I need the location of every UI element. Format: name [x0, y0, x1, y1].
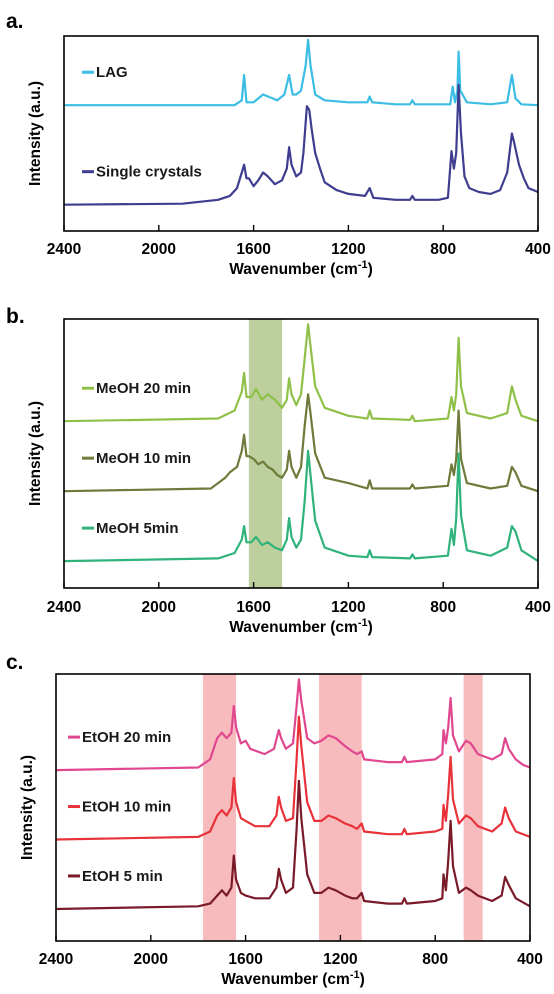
legend-label: EtOH 5 min: [82, 868, 163, 885]
x-tick-label: 400: [525, 599, 551, 616]
x-tick-label: 1600: [228, 951, 262, 968]
x-tick-label: 800: [422, 951, 448, 968]
x-axis-title: Wavenumber (cm-1): [229, 617, 373, 636]
series-line-1: [64, 38, 539, 107]
y-axis-title: Intensity (a.u.): [19, 755, 36, 860]
x-tick-label: 1200: [331, 241, 365, 258]
x-axis-title: Wavenumber (cm-1): [229, 259, 373, 278]
x-tick-label: 400: [517, 951, 543, 968]
series-line-2: [63, 393, 539, 493]
legend-label: MeOH 20 min: [96, 380, 191, 397]
x-tick-label: 800: [430, 599, 456, 616]
chart-panel-c: c. EtOH 20 min EtOH 10 min EtOH 5 min 2400 20…: [6, 651, 543, 988]
x-tick-label: 1600: [236, 599, 270, 616]
y-axis-title: Intensity (a.u.): [27, 81, 44, 186]
x-tick-label: 1200: [331, 599, 365, 616]
panel-letter: b.: [6, 305, 25, 328]
x-tick-label: 2400: [39, 951, 73, 968]
series-line-2: [63, 83, 539, 206]
plot-frame: [63, 318, 539, 589]
series-line-3: [63, 449, 539, 563]
plot-frame: [55, 673, 531, 942]
x-tick-label: 400: [525, 241, 551, 258]
legend-label: EtOH 20 min: [82, 729, 171, 746]
panel-letter: a.: [6, 10, 24, 33]
y-axis-title: Intensity (a.u.): [27, 401, 44, 506]
legend-label: LAG: [96, 64, 128, 81]
x-axis-title: Wavenumber (cm-1): [221, 969, 365, 988]
x-tick-label: 2000: [142, 241, 176, 258]
series-line-2: [55, 715, 531, 841]
legend-label: MeOH 10 min: [96, 450, 191, 467]
shaded-region: [463, 674, 483, 941]
chart-panel-b: b. MeOH 20 min MeOH 10 min MeOH 5min 2400 200…: [6, 305, 551, 636]
legend-label: MeOH 5min: [96, 520, 179, 537]
x-tick-label: 800: [430, 241, 456, 258]
x-tick-label: 1600: [236, 241, 270, 258]
legend-label: EtOH 10 min: [82, 799, 171, 816]
plot-frame: [63, 35, 539, 232]
legend-label: Single crystals: [96, 164, 202, 181]
chart-panel-a: a. LAG Single crystals 2400 2000 1600 1200 800 4…: [6, 10, 551, 278]
x-tick-label: 2400: [47, 241, 81, 258]
series-line-1: [55, 678, 531, 772]
series-line-3: [55, 779, 531, 911]
x-tick-label: 2400: [47, 599, 81, 616]
x-tick-label: 2000: [142, 599, 176, 616]
series-line-1: [63, 323, 539, 423]
shaded-region: [319, 674, 362, 941]
x-tick-label: 2000: [134, 951, 168, 968]
panel-letter: c.: [6, 651, 24, 674]
x-tick-label: 1200: [323, 951, 357, 968]
